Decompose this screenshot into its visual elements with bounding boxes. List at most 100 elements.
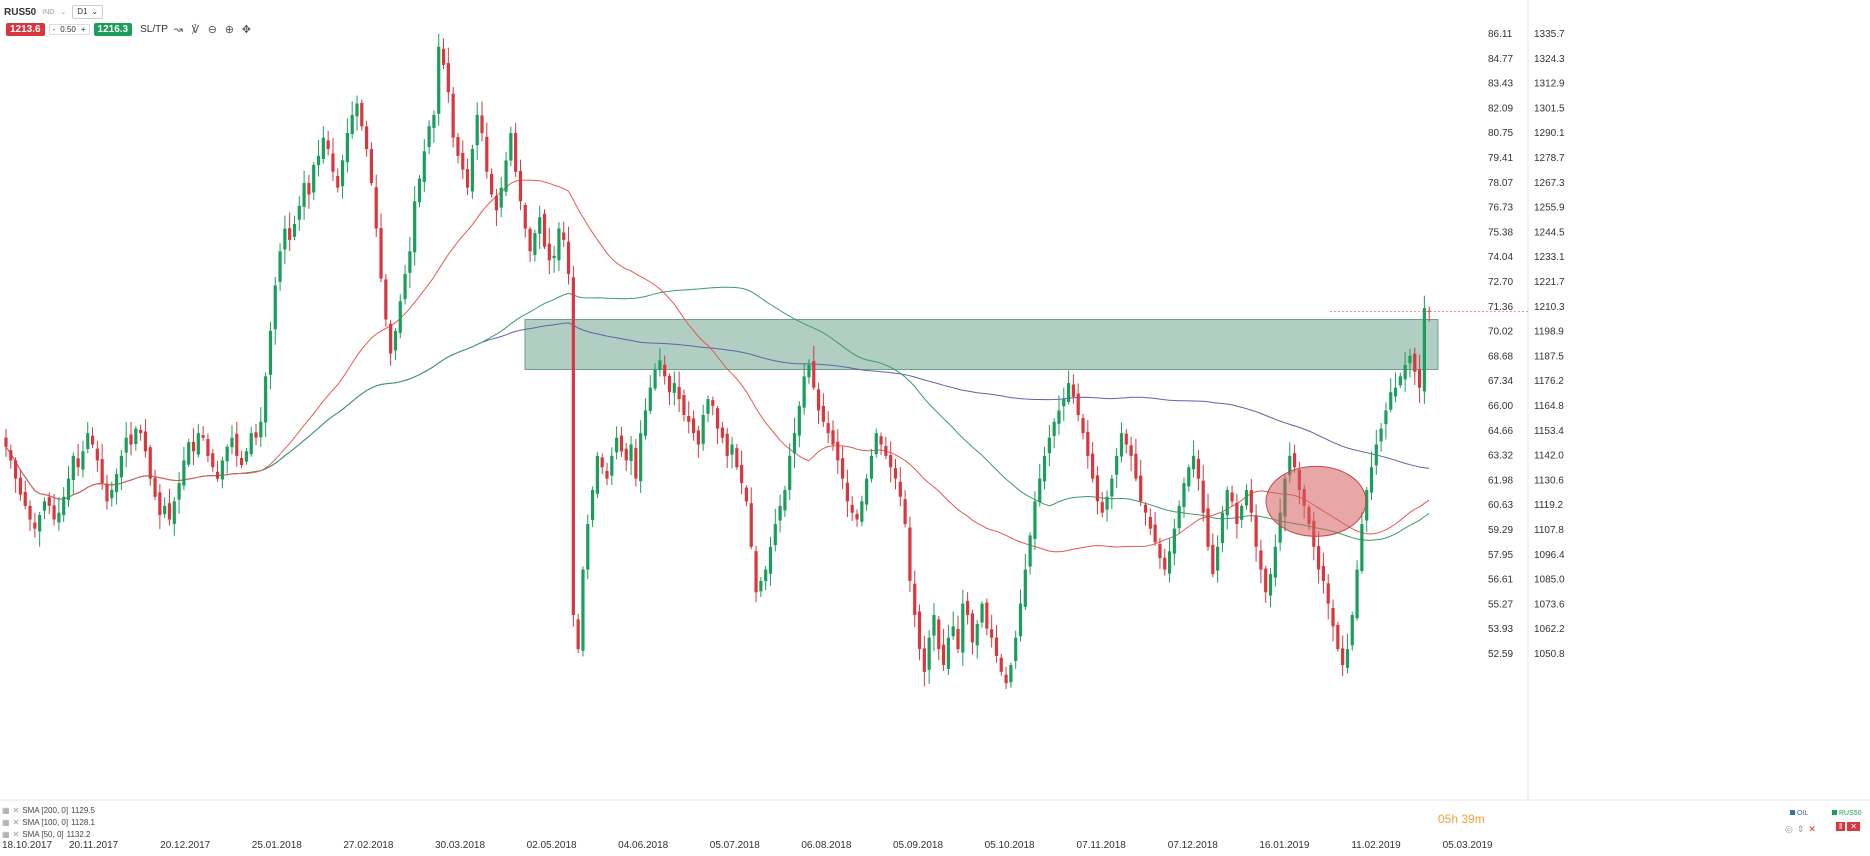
- candle: [1240, 503, 1244, 528]
- candle-body: [759, 580, 763, 592]
- candle-body: [288, 228, 292, 240]
- line-chart-icon[interactable]: ↝: [173, 23, 184, 36]
- close-icon[interactable]: ✕: [12, 818, 20, 827]
- candle: [711, 396, 715, 416]
- candle-body: [1321, 565, 1326, 581]
- candle-body: [220, 460, 224, 480]
- timeframe-select[interactable]: D1 ⌄: [72, 5, 104, 19]
- candle: [643, 398, 648, 440]
- timeframe-label: D1: [77, 7, 88, 16]
- sell-button[interactable]: 1213.6: [6, 22, 45, 36]
- candle-body: [1427, 310, 1431, 312]
- legend-value: 1132.2: [66, 830, 91, 839]
- y-tick-label-right: 1164.8: [1534, 401, 1564, 412]
- volume-value[interactable]: 0.50: [60, 24, 76, 34]
- eye-icon[interactable]: ◎: [1785, 824, 1793, 834]
- candle: [14, 457, 18, 493]
- main-controls: ‖ ✕: [1836, 822, 1861, 831]
- candle-body: [831, 430, 835, 445]
- candle: [1158, 537, 1162, 569]
- candle-timer: 05h 39m: [1438, 812, 1485, 826]
- candle-body: [1206, 508, 1210, 547]
- candle: [1100, 492, 1104, 518]
- candle: [970, 609, 975, 655]
- candle: [403, 265, 407, 305]
- settings-icon[interactable]: ▦: [2, 806, 10, 815]
- candle: [985, 598, 989, 636]
- x-tick-label: 07.11.2018: [1077, 840, 1127, 851]
- x-tick-label: 20.11.2017: [69, 840, 119, 851]
- candle-body: [134, 428, 138, 445]
- candle: [1062, 387, 1066, 422]
- symbol-label[interactable]: RUS50: [4, 6, 37, 18]
- candle-body: [975, 624, 979, 646]
- candle: [841, 446, 845, 489]
- candle-body: [927, 637, 931, 670]
- y-tick-label-left: 71.36: [1488, 302, 1513, 313]
- indicators-icon[interactable]: ℣: [191, 23, 200, 36]
- y-tick-label-left: 68.68: [1488, 351, 1513, 362]
- symbol-sub-label: IND: [42, 8, 55, 16]
- candle-body: [807, 364, 811, 378]
- candle-body: [360, 102, 364, 127]
- candle: [917, 604, 922, 661]
- candle-body: [615, 437, 619, 453]
- candle: [576, 613, 580, 654]
- candle: [134, 425, 138, 451]
- candle-body: [1158, 543, 1162, 559]
- candle: [38, 512, 42, 547]
- y-tick-label-left: 80.75: [1488, 128, 1513, 139]
- candle: [860, 495, 864, 527]
- main-tag[interactable]: RUS50: [1832, 810, 1862, 817]
- close-icon[interactable]: ✕: [1808, 824, 1816, 834]
- candle: [518, 159, 523, 211]
- candle-body: [836, 441, 840, 461]
- pause-icon[interactable]: ‖: [1836, 822, 1846, 831]
- candle: [672, 371, 676, 406]
- zoom-out-icon[interactable]: ⊖: [207, 23, 218, 36]
- candle-body: [715, 408, 720, 429]
- candle: [865, 474, 869, 511]
- candle-body: [504, 160, 508, 192]
- candle-body: [970, 613, 975, 643]
- candle-body: [1384, 410, 1388, 425]
- chevron-down-icon[interactable]: ⌄: [60, 9, 67, 16]
- y-tick-label-left: 52.59: [1488, 649, 1513, 660]
- candle: [432, 110, 436, 143]
- candle-body: [1057, 410, 1061, 424]
- settings-icon[interactable]: ▦: [2, 818, 10, 827]
- sltp-button[interactable]: SL/TP: [140, 23, 168, 35]
- candle-body: [441, 48, 446, 65]
- zoom-in-icon[interactable]: ⊕: [224, 23, 235, 36]
- overlay-tag[interactable]: OIL: [1790, 810, 1808, 817]
- candle: [797, 401, 801, 448]
- candle: [778, 494, 782, 533]
- settings-icon[interactable]: ▦: [2, 830, 10, 839]
- crosshair-icon[interactable]: ✥: [241, 23, 252, 36]
- candle-body: [792, 433, 797, 454]
- candle: [331, 138, 335, 182]
- close-icon[interactable]: ✕: [12, 830, 20, 839]
- candle: [302, 170, 306, 220]
- candle-body: [980, 603, 984, 623]
- candle-body: [225, 446, 229, 462]
- candle: [465, 158, 470, 196]
- candle: [389, 319, 393, 366]
- y-tick-label-right: 1198.9: [1534, 327, 1564, 338]
- volume-increase-button[interactable]: +: [80, 24, 86, 34]
- y-tick-label-left: 70.02: [1488, 327, 1513, 338]
- close-icon[interactable]: ✕: [12, 806, 20, 815]
- volume-decrease-button[interactable]: -: [52, 24, 56, 34]
- buy-button[interactable]: 1216.3: [93, 22, 133, 36]
- close-icon[interactable]: ✕: [1847, 822, 1861, 831]
- move-icon[interactable]: ⇕: [1796, 824, 1805, 834]
- candle-body: [711, 400, 715, 406]
- y-tick-label-right: 1187.5: [1534, 351, 1564, 362]
- volume-stepper[interactable]: - 0.50 +: [48, 23, 90, 35]
- candle-body: [456, 137, 460, 156]
- candle-body: [71, 455, 75, 480]
- candle: [509, 126, 513, 167]
- candle: [1004, 667, 1008, 690]
- candle: [889, 441, 893, 483]
